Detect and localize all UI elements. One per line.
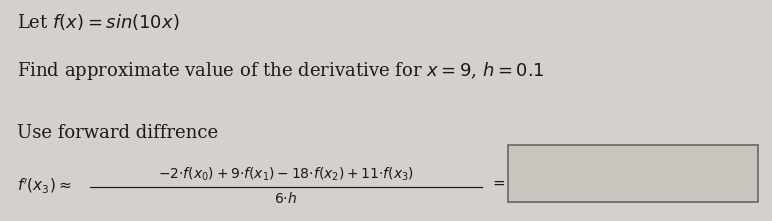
Text: Use forward diffrence: Use forward diffrence [17, 124, 218, 142]
Text: Find approximate value of the derivative for $x =9$, $h = 0.1$: Find approximate value of the derivative… [17, 60, 544, 82]
Text: $6{\cdot}h$: $6{\cdot}h$ [275, 191, 297, 206]
Text: $f'(x_3) \approx$: $f'(x_3) \approx$ [17, 176, 71, 195]
Text: Let $f(x) = sin(10x)$: Let $f(x) = sin(10x)$ [17, 12, 179, 32]
Text: $=$: $=$ [490, 176, 506, 190]
FancyBboxPatch shape [507, 145, 757, 202]
Text: $-2{\cdot}f(x_0)+9{\cdot}f(x_1)-18{\cdot}f(x_2)+11{\cdot}f(x_3)$: $-2{\cdot}f(x_0)+9{\cdot}f(x_1)-18{\cdot… [158, 165, 414, 183]
